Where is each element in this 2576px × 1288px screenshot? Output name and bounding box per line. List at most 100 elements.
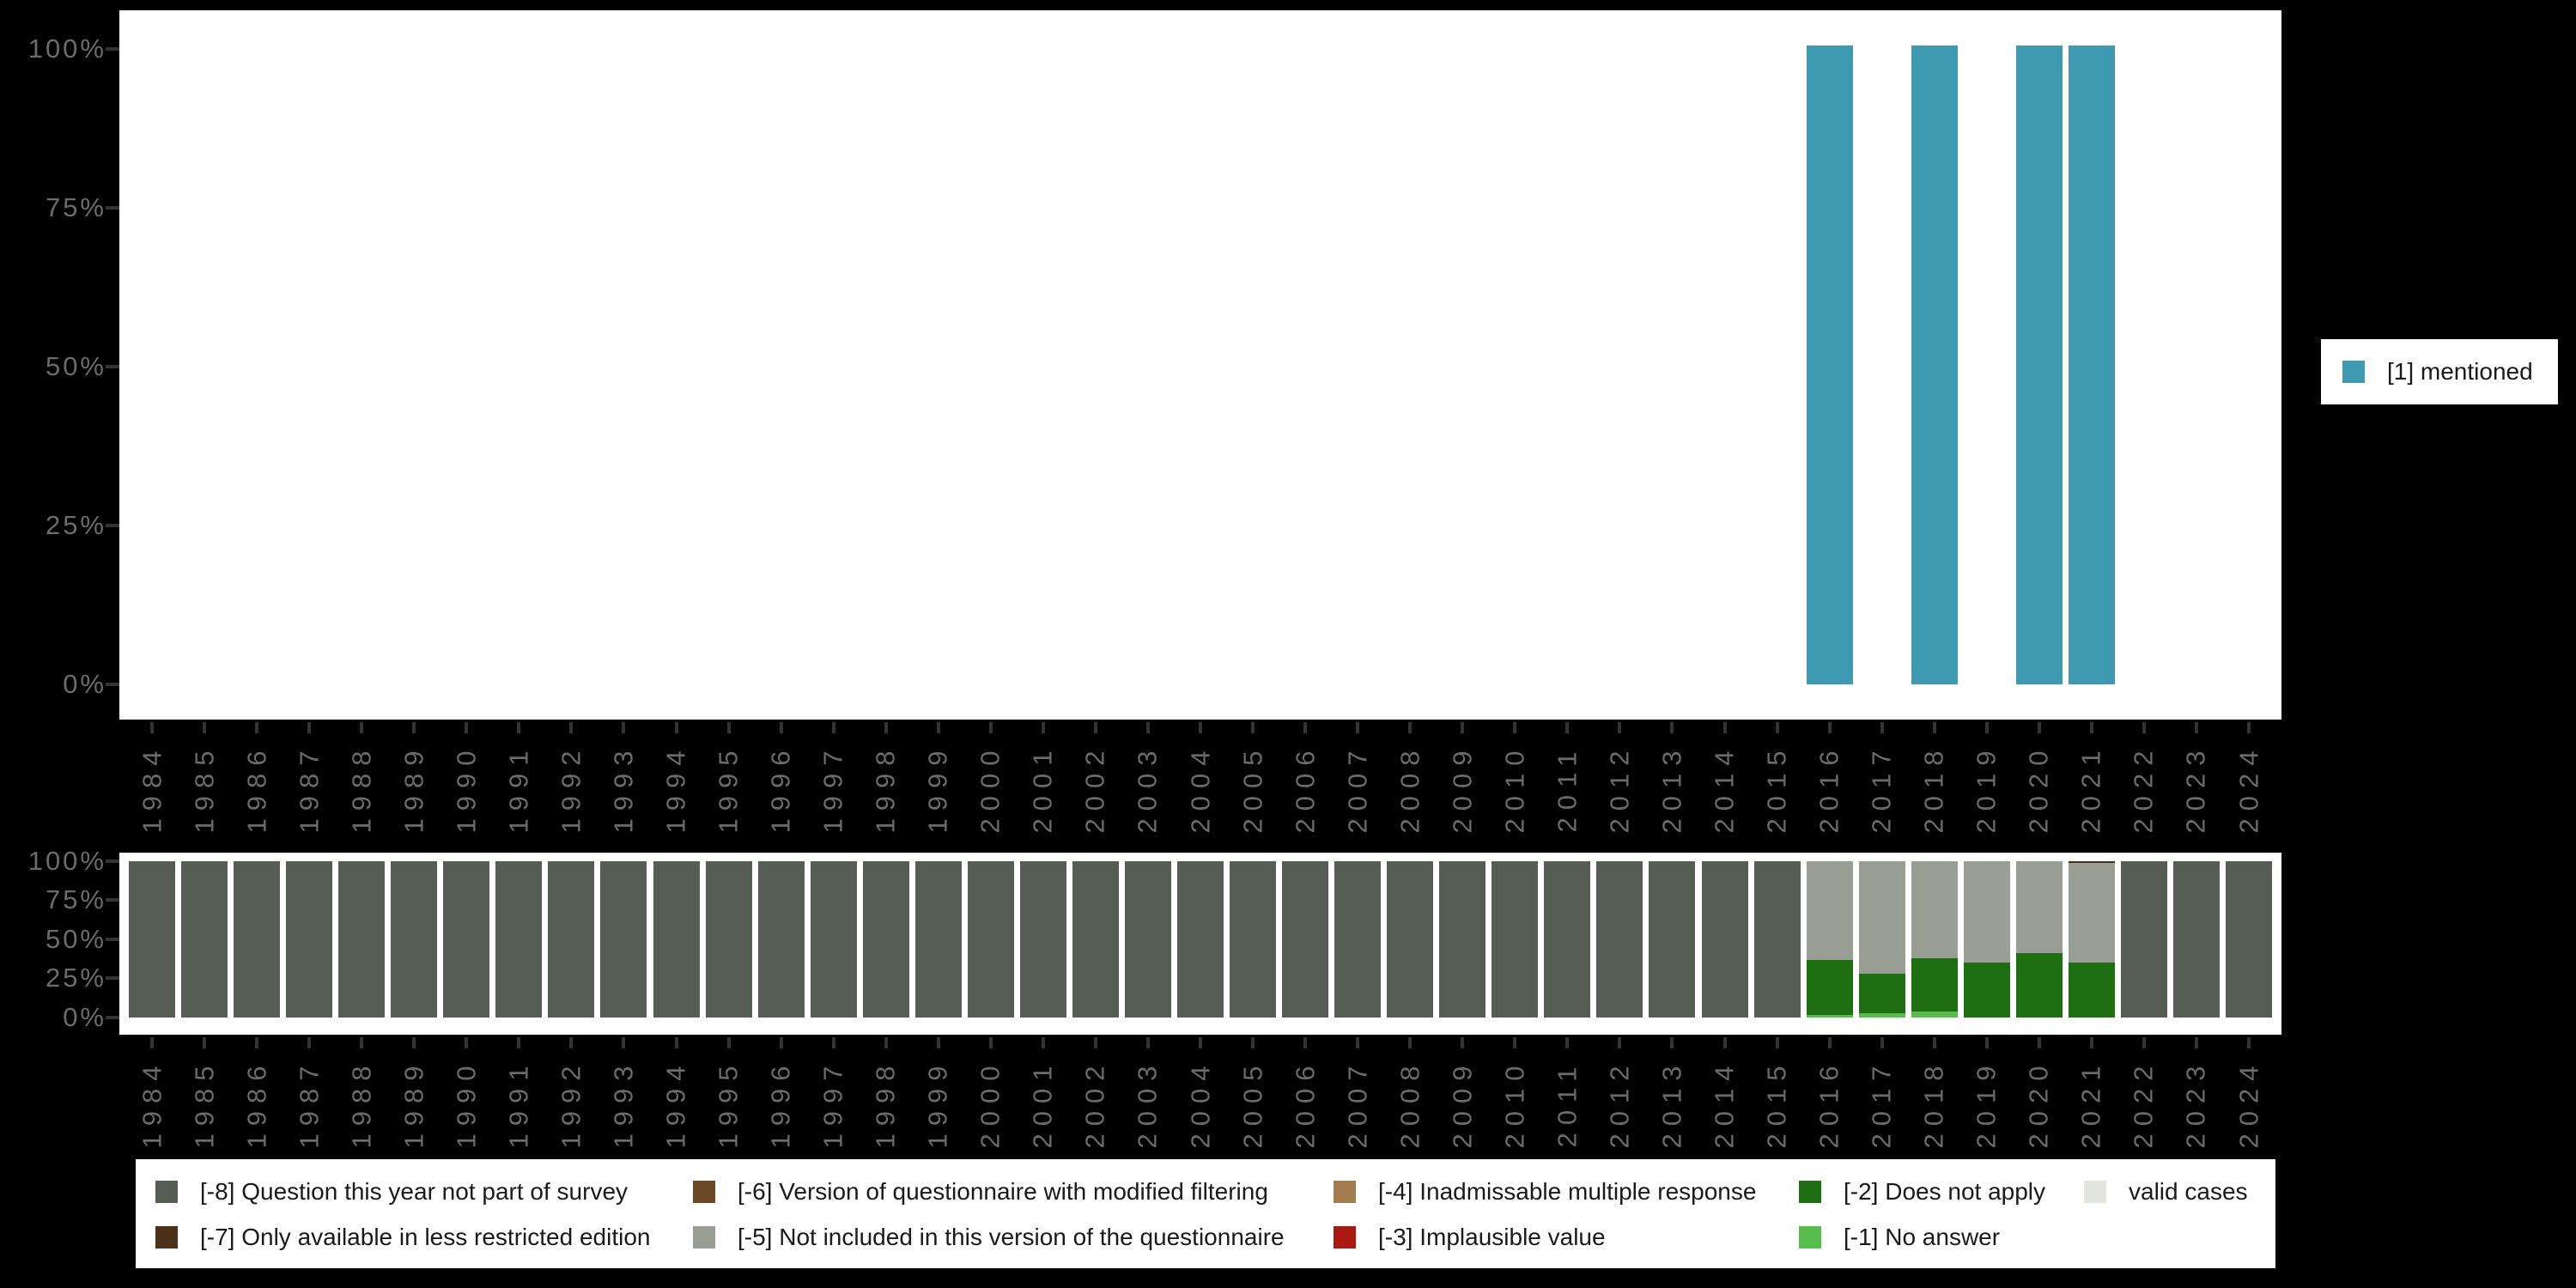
x-tick-mark xyxy=(569,722,574,733)
bar-1993-segment xyxy=(600,861,647,1018)
x-tick-mark xyxy=(1199,1037,1202,1048)
bottom-chart-panel xyxy=(119,853,2281,1035)
x-tick-mark xyxy=(1199,722,1202,733)
bar-2021-segment xyxy=(2068,862,2115,963)
bar-1998-segment xyxy=(862,861,909,1018)
m2-legend-swatch xyxy=(1799,1181,1821,1203)
x-tick-mark xyxy=(779,722,783,733)
x-tick-mark xyxy=(307,1037,312,1048)
x-tick-mark xyxy=(2089,722,2093,733)
bar-2020 xyxy=(2015,46,2063,684)
bar-1985-segment xyxy=(181,861,228,1018)
x-tick-mark xyxy=(465,1037,469,1048)
bar-2006-segment xyxy=(1282,861,1329,1018)
x-tick-mark xyxy=(569,1037,574,1048)
legend-entry: [-7] Only available in less restricted e… xyxy=(155,1225,650,1249)
x-tick-mark xyxy=(1513,722,1517,733)
x-tick-mark xyxy=(1145,722,1150,733)
legend-entry: [-3] Implausible value xyxy=(1334,1225,1606,1249)
y-tick-label: 0% xyxy=(63,669,106,699)
legend-entry: [-4] Inadmissable multiple response xyxy=(1334,1180,1756,1204)
bar-2019-segment xyxy=(1963,963,2010,1018)
x-tick-mark xyxy=(1775,1037,1779,1048)
legend-entry: [-6] Version of questionnaire with modif… xyxy=(693,1180,1268,1204)
x-tick-mark xyxy=(1356,722,1360,733)
x-tick-mark xyxy=(1984,1037,1989,1048)
x-tick-mark xyxy=(936,1037,940,1048)
y-tick-label: 100% xyxy=(27,846,106,876)
bar-2017-segment xyxy=(1858,974,1905,1013)
bar-2008-segment xyxy=(1387,861,1434,1018)
y-tick-mark xyxy=(106,206,119,210)
legend-entry: [-8] Question this year not part of surv… xyxy=(155,1180,628,1204)
bar-1997-segment xyxy=(810,861,857,1018)
bar-1987-segment xyxy=(286,861,333,1018)
bar-1984-segment xyxy=(129,861,175,1018)
bar-1992-segment xyxy=(548,861,595,1018)
x-tick-mark xyxy=(2037,1037,2041,1048)
x-tick-mark xyxy=(412,1037,416,1048)
y-tick-mark xyxy=(106,683,119,686)
y-tick-mark xyxy=(106,1016,119,1019)
bar-2021-segment xyxy=(2068,861,2115,863)
bar-2009-segment xyxy=(1439,861,1486,1018)
y-tick-label: 75% xyxy=(45,192,106,222)
x-tick-mark xyxy=(412,722,416,733)
legend-entry: [-1] No answer xyxy=(1799,1225,2000,1249)
x-tick-mark xyxy=(150,1037,154,1048)
y-tick-label: 50% xyxy=(45,351,106,381)
x-tick-mark xyxy=(1041,1037,1045,1048)
x-tick-mark xyxy=(1093,722,1097,733)
bar-2021 xyxy=(2068,46,2115,684)
x-tick-mark xyxy=(150,722,154,733)
x-tick-mark xyxy=(1722,722,1727,733)
bar-2013-segment xyxy=(1649,861,1696,1018)
bar-2007-segment xyxy=(1334,861,1382,1018)
x-tick-mark xyxy=(1145,1037,1150,1048)
valid-legend-swatch xyxy=(2084,1181,2106,1203)
y-tick-label: 25% xyxy=(45,510,106,540)
x-tick-mark xyxy=(2037,722,2041,733)
x-tick-mark xyxy=(884,1037,888,1048)
bar-1999-segment xyxy=(914,861,962,1018)
x-tick-mark xyxy=(2142,1037,2146,1048)
y-tick-mark xyxy=(106,860,119,863)
bar-2016-segment xyxy=(1806,959,1853,1016)
x-tick-mark xyxy=(622,1037,626,1048)
x-tick-mark xyxy=(1408,722,1413,733)
x-tick-mark xyxy=(1984,722,1989,733)
m1-legend-swatch xyxy=(1799,1226,1821,1249)
bar-2016-segment xyxy=(1806,1015,1853,1018)
mentioned-legend-swatch xyxy=(2342,361,2365,383)
m7-legend-swatch xyxy=(155,1226,178,1249)
bar-2020-segment xyxy=(2015,953,2063,1018)
x-tick-mark xyxy=(936,722,940,733)
x-tick-mark xyxy=(1880,1037,1884,1048)
bar-1986-segment xyxy=(234,861,281,1018)
bar-1994-segment xyxy=(653,861,700,1018)
bar-2003-segment xyxy=(1124,861,1171,1018)
x-tick-mark xyxy=(1618,722,1622,733)
m6-legend-swatch xyxy=(693,1181,715,1203)
bar-2018-segment xyxy=(1911,861,1958,958)
x-tick-mark xyxy=(884,722,888,733)
bar-2016 xyxy=(1806,46,1853,684)
legend-entry-label: [-4] Inadmissable multiple response xyxy=(1378,1178,1757,1205)
x-tick-mark xyxy=(831,722,835,733)
x-tick-mark xyxy=(2089,1037,2093,1048)
bar-1989-segment xyxy=(391,861,438,1018)
bar-2001-segment xyxy=(1019,861,1066,1018)
x-tick-mark xyxy=(1932,1037,1936,1048)
x-tick-mark xyxy=(1093,1037,1097,1048)
m8-legend-swatch xyxy=(155,1181,178,1203)
x-tick-mark xyxy=(360,722,364,733)
x-tick-mark xyxy=(1775,722,1779,733)
legend-entry: [-2] Does not apply xyxy=(1799,1180,2045,1204)
x-tick-mark xyxy=(1461,722,1465,733)
legend-entry-label: [-1] No answer xyxy=(1844,1224,2001,1250)
bar-1996-segment xyxy=(757,861,805,1018)
x-tick-mark xyxy=(1880,722,1884,733)
legend-entry-label: [-6] Version of questionnaire with modif… xyxy=(738,1178,1268,1205)
y-tick-mark xyxy=(106,47,119,51)
